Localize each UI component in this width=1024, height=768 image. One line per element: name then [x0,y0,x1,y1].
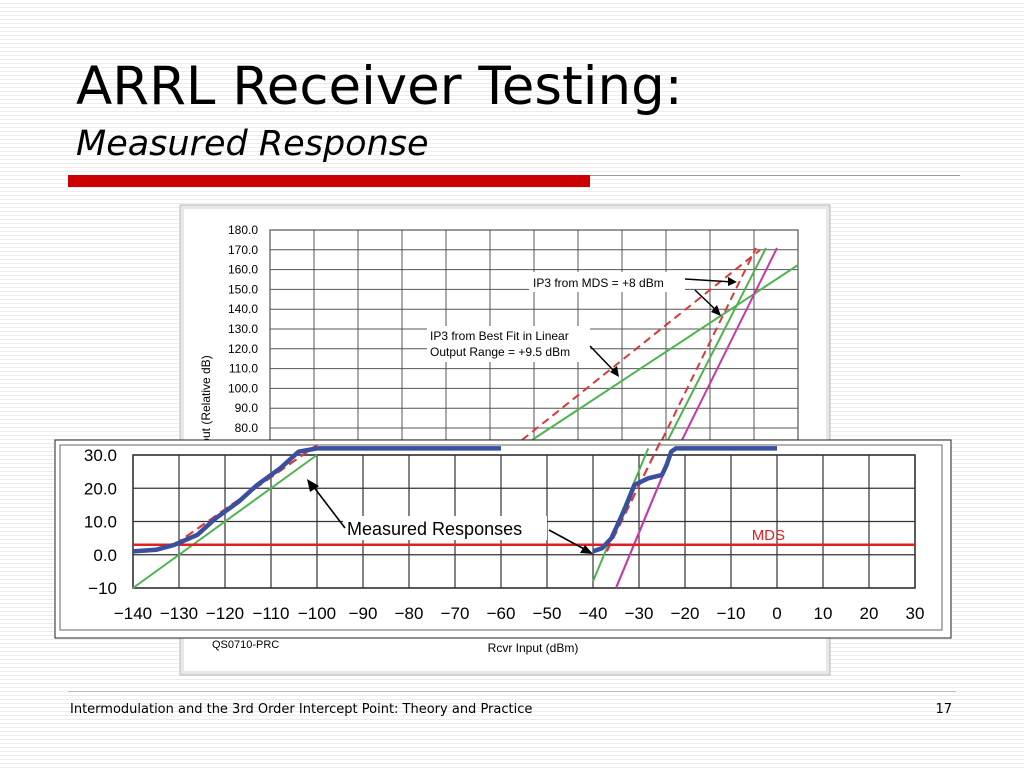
annotation-ip3-mds-arrowhead [728,277,737,286]
lower-x-tick-label: 30 [906,604,925,623]
lower-x-tick-label: −110 [252,604,289,623]
lower-x-tick-label: −140 [114,604,152,623]
lower-x-tick-label: −10 [717,604,746,623]
lower-x-tick-label: 20 [860,604,879,623]
upper-y-ticks: 180.0 170.0 160.0 150.0 140.0 130.0 120.0 110.0… [228,223,258,435]
series-fundamental-measured [132,446,501,554]
upper-y-tick-label: 80.0 [235,421,259,435]
upper-y-tick-label: 150.0 [228,282,258,296]
lower-x-tick-label: −20 [671,604,700,623]
upper-y-tick-label: 110.0 [229,362,258,376]
annotation-ip3-fit-arrowhead [610,366,619,377]
lower-x-tick-label: 0 [772,604,781,623]
lower-x-tick-label: −80 [395,604,424,623]
lower-x-tick-label: −40 [579,604,608,623]
measured-annotation-arrowhead-left [307,479,319,492]
footer-divider [68,691,956,692]
upper-fit-imd [667,247,767,441]
page-number: 17 [935,702,952,717]
lower-x-ticks: −140 −130 −120 −110 −100 −90 −80 −70 −60 −50 −40 −3… [114,604,925,623]
figure-code: QS0710-PRC [212,639,279,651]
upper-y-tick-label: 180.0 [228,223,258,237]
measured-annotation: Measured Responses [347,519,522,539]
slide-subtitle: Measured Response [76,124,429,164]
measured-annotation-arrow-right [548,529,587,551]
footer-text: Intermodulation and the 3rd Order Interc… [70,702,533,717]
lower-x-tick-label: 10 [814,604,833,623]
annotation-ip3-mds-bg [529,272,685,292]
lower-x-tick-label: −30 [625,604,654,623]
lower-x-tick-label: −60 [487,604,516,623]
upper-y-axis-label: out (Relative dB) [199,355,213,444]
annotation-ip3-mds-arrow [684,278,734,283]
annotation-ip3-mds-arrowhead-2 [711,305,721,316]
measured-annotation-bg [343,516,547,540]
annotation-ip3-fit-bg [427,326,590,362]
upper-third-order [681,247,778,441]
slide-title: ARRL Receiver Testing: [76,56,683,117]
upper-y-tick-label: 170.0 [228,243,258,257]
annotation-ip3-fit-line1: IP3 from Best Fit in Linear [430,329,569,343]
annotation-ip3-fit-arrow [589,345,616,373]
upper-y-tick-label: 120.0 [228,342,258,356]
measured-annotation-arrowhead-right [580,545,593,554]
measured-annotation-arrow-left [312,485,346,529]
title-divider [590,175,960,176]
title-accent-bar [68,175,590,187]
upper-y-tick-label: 160.0 [228,263,258,277]
lower-x-tick-label: −130 [160,604,198,623]
series-fundamental-fit [132,454,318,589]
upper-y-tick-label: 90.0 [235,401,259,415]
lower-grid [132,454,916,589]
lower-x-tick-label: −50 [533,604,562,623]
lower-x-tick-label: −70 [441,604,470,623]
upper-y-tick-label: 130.0 [228,322,258,336]
lower-y-tick-label: 0.0 [93,546,117,565]
upper-dashed-imd [661,247,757,441]
lower-chart: 30.020.010.00.0−10 −140 −130 −120 −110 −100−… [54,437,952,639]
upper-y-tick-label: 140.0 [228,302,258,316]
lower-series [132,437,915,589]
lower-y-tick-label: 30.0 [84,446,117,465]
annotation-ip3-fit-line2: Output Range = +9.5 dBm [430,345,570,359]
lower-y-tick-label: 20.0 [84,479,117,498]
lower-x-tick-label: −120 [206,604,244,623]
lower-y-ticks: 30.0 20.0 10.0 0.0 −10 [84,446,117,598]
lower-x-tick-label: −100 [298,604,336,623]
upper-y-tick-label: 100.0 [228,381,258,395]
series-imd-measured [592,446,777,554]
annotation-ip3-mds: IP3 from MDS = +8 dBm [533,276,664,290]
lower-y-tick-label: 10.0 [84,513,117,532]
lower-y-tick-label: −10 [88,579,117,598]
mds-label: MDS [752,527,785,544]
x-axis-label: Rcvr Input (dBm) [488,641,579,655]
lower-x-tick-label: −90 [349,604,378,623]
